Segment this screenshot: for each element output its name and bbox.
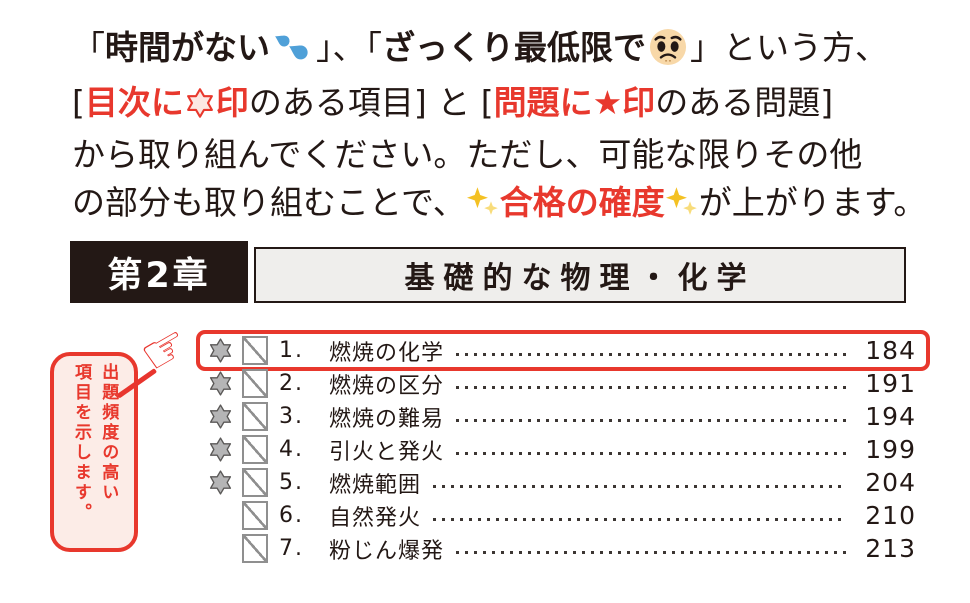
toc-row: 4. 引火と発火 199 [200, 433, 926, 466]
text-run: が上がります。 [698, 183, 927, 222]
intro-line-4: の部分も取り組むことで、 合格の確度 が上がります。 [72, 179, 926, 231]
toc-item-title: 燃焼の区分 [329, 373, 445, 399]
dot-leader [456, 452, 846, 455]
callout-line: 出題頻度の高い [98, 363, 119, 503]
toc-item-number: 5. [279, 470, 304, 495]
dot-leader [456, 386, 846, 389]
intro-line-1: 「時間がない 」、「ざっくり最低限で 」という方、 [72, 24, 922, 79]
toc-row: 6. 自然発火 210 [200, 499, 926, 532]
progress-checkbox-icon [242, 369, 279, 398]
dot-leader [433, 485, 846, 488]
table-of-contents: 1. 燃焼の化学 184 2. 燃焼の区分 191 3. 燃焼の難易 194 4… [200, 334, 926, 565]
dot-leader [433, 518, 846, 521]
text-run: 」という方、 [690, 28, 888, 67]
toc-item-number: 3. [279, 404, 304, 429]
text-run-bold: ざっくり最低限で [382, 28, 646, 67]
toc-row: 5. 燃焼範囲 204 [200, 466, 926, 499]
text-run: のある項目] と [ [248, 83, 494, 122]
toc-item-number: 4. [279, 437, 304, 462]
progress-checkbox-icon [242, 435, 279, 464]
frequency-star-icon [208, 370, 242, 397]
callout-line: 項目を示します。 [71, 363, 91, 523]
toc-page-number: 199 [865, 435, 916, 464]
progress-checkbox-icon [242, 468, 279, 497]
text-run: から取り組んでください。ただし、可能な限りその他 [72, 135, 863, 174]
toc-row: 3. 燃焼の難易 194 [200, 400, 926, 433]
progress-checkbox-icon [242, 534, 279, 563]
text-run: 」、「 [316, 28, 382, 67]
dot-leader [456, 353, 846, 356]
chapter-number-badge: 第2章 [70, 241, 248, 303]
text-run: [ [72, 83, 85, 122]
toc-item-number: 1. [279, 338, 304, 363]
toc-row: 1. 燃焼の化学 184 [200, 334, 926, 367]
text-run-red-star: 問題に★印 [493, 83, 656, 122]
text-run: のある問題] [655, 83, 834, 122]
toc-page-number: 210 [865, 501, 916, 530]
frequency-star-icon [208, 436, 242, 463]
chapter-header: 第2章 基礎的な物理・化学 [70, 241, 906, 303]
toc-item-title: 粉じん爆発 [329, 538, 445, 564]
frequency-star-icon [208, 403, 242, 430]
toc-item-title: 燃焼範囲 [329, 472, 422, 498]
toc-page-number: 191 [865, 369, 916, 398]
toc-item-number: 7. [279, 536, 304, 561]
chapter-title: 基礎的な物理・化学 [254, 247, 906, 303]
progress-checkbox-icon [242, 501, 279, 530]
sparkles-icon [466, 183, 499, 231]
toc-item-title: 燃焼の難易 [329, 406, 445, 432]
dot-leader [456, 551, 846, 554]
toc-page-number: 213 [865, 534, 916, 563]
text-run: 「 [72, 28, 105, 67]
toc-page-number: 204 [865, 468, 916, 497]
toc-item-number: 2. [279, 371, 304, 396]
progress-checkbox-icon [242, 402, 279, 431]
text-run-red: 合格の確度 [499, 183, 665, 222]
toc-row: 2. 燃焼の区分 191 [200, 367, 926, 400]
hexagram-star-icon [185, 83, 215, 131]
toc-page-number: 194 [865, 402, 916, 431]
toc-item-title: 自然発火 [329, 505, 422, 531]
intro-paragraph: 「時間がない 」、「ざっくり最低限で 」という方、 [目次に 印のある項目] と [問… [72, 24, 926, 231]
text-run-red: 印 [215, 83, 249, 122]
sweat-droplets-icon [273, 28, 313, 79]
frequency-star-icon [208, 469, 242, 496]
intro-line-3: から取り組んでください。ただし、可能な限りその他 [72, 131, 922, 179]
frequency-callout: 出題頻度の高い 項目を示します。 [50, 352, 138, 552]
pointing-hand-icon: ☞ [130, 312, 201, 388]
intro-line-2: [目次に 印のある項目] と [問題に★印のある問題] [72, 79, 922, 131]
toc-item-number: 6. [279, 503, 304, 528]
sparkles-icon [665, 183, 698, 231]
callout-text: 出題頻度の高い 項目を示します。 [67, 363, 121, 541]
progress-checkbox-icon [242, 336, 279, 365]
toc-page-number: 184 [865, 336, 916, 365]
text-run-red: 目次に [84, 83, 184, 122]
toc-item-title: 燃焼の化学 [329, 340, 445, 366]
text-run-bold: 時間がない [105, 28, 270, 67]
frequency-star-icon [208, 337, 242, 364]
toc-item-title: 引火と発火 [329, 439, 445, 465]
toc-row: 7. 粉じん爆発 213 [200, 532, 926, 565]
dot-leader [456, 419, 846, 422]
text-run: の部分も取り組むことで、 [72, 183, 466, 222]
worried-face-icon [649, 28, 687, 79]
